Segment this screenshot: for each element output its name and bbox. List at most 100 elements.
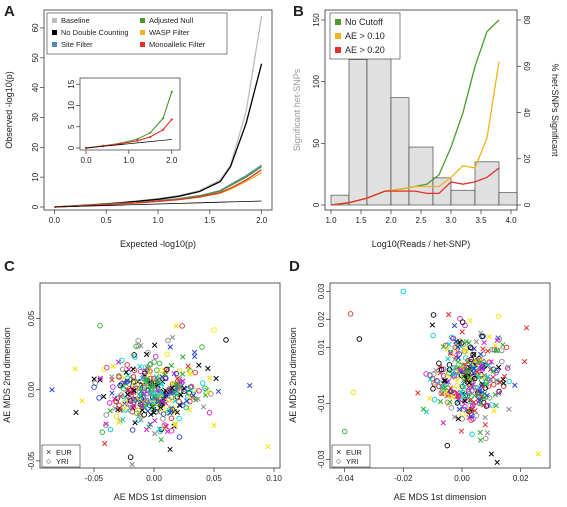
eur-point <box>477 437 484 443</box>
eur-point <box>200 404 207 410</box>
panel-b-histogram <box>330 46 518 206</box>
eur-point <box>131 397 138 403</box>
yri-point <box>168 428 175 434</box>
panel-b-legend: No Cutoff AE > 0.10 AE > 0.20 <box>329 12 401 60</box>
eur-point <box>481 372 488 378</box>
eur-point <box>505 364 512 370</box>
panel-a-x-ticks: 0.0 0.5 1.0 1.5 2.0 <box>49 210 268 225</box>
yri-point <box>440 366 447 372</box>
panel-letter-b: B <box>293 3 304 20</box>
eur-point <box>484 392 490 399</box>
legend-swatch-baseline <box>52 18 57 23</box>
eur-point <box>455 359 461 365</box>
eur-point <box>458 428 465 434</box>
yri-point <box>506 378 512 385</box>
yri-point <box>462 345 469 352</box>
eur-point <box>103 421 109 427</box>
eur-point <box>156 426 163 432</box>
eur-point <box>482 414 488 421</box>
panel-d-x-ticks: -0.04 -0.02 0.00 0.02 <box>336 468 529 483</box>
panel-c-legend-box <box>41 444 81 468</box>
panel-a-y-axis-label: Observed -log10(p) <box>4 71 14 149</box>
eur-point <box>187 371 193 377</box>
panel-b-y-axis-label: Significant het-SNPs <box>292 68 302 151</box>
yri-point <box>141 412 147 418</box>
legend-label-adjusted-null: Adjusted Null <box>149 16 194 25</box>
yri-point <box>468 356 474 363</box>
yri-point <box>350 389 357 396</box>
eur-point <box>452 356 458 363</box>
eur-point <box>163 423 169 429</box>
yri-point <box>114 395 121 401</box>
eur-point <box>158 381 165 387</box>
yri-point <box>176 434 183 440</box>
panel-a-x-tick-label: 1.5 <box>204 216 216 225</box>
yri-point <box>196 388 202 394</box>
eur-point <box>169 385 175 391</box>
histogram-bar <box>498 192 518 206</box>
eur-point <box>109 374 115 380</box>
yri-point <box>454 383 460 389</box>
legend-label-yri-d: YRI <box>346 457 359 466</box>
eur-point <box>162 371 169 378</box>
yri-point <box>99 429 106 435</box>
yri-point <box>199 344 205 350</box>
eur-point <box>136 412 142 419</box>
yri-point <box>211 327 217 333</box>
panel-a-legend-box <box>46 12 228 55</box>
eur-point <box>455 393 461 399</box>
eur-point <box>481 339 487 346</box>
yri-point <box>470 416 476 422</box>
yri-point <box>464 393 471 400</box>
yri-point <box>447 388 454 395</box>
yri-point <box>113 413 120 419</box>
eur-point <box>72 366 78 372</box>
eur-point <box>174 382 181 388</box>
panel-b-y2-tick-label: 80 <box>522 16 531 25</box>
eur-point <box>97 377 103 383</box>
yri-point <box>188 383 195 390</box>
yri-point <box>101 366 107 373</box>
yri-point <box>116 374 122 380</box>
yri-point <box>440 372 447 379</box>
eur-point <box>446 341 452 348</box>
eur-point <box>206 375 213 381</box>
panel-b-y-tick-label: 50 <box>312 138 321 147</box>
panel-b-y2-ticks: 0 20 40 60 80 <box>517 16 531 208</box>
yri-point <box>465 357 471 364</box>
eur-point <box>167 389 173 396</box>
yri-point <box>187 368 193 374</box>
yri-point <box>495 313 502 320</box>
yri-point <box>459 319 466 325</box>
yri-point <box>430 386 436 392</box>
yri-point <box>435 378 441 385</box>
panel-letter-c: C <box>4 258 15 275</box>
eur-point <box>152 430 158 437</box>
yri-point <box>453 368 460 374</box>
legend-marker-yri-d: ○ <box>336 456 341 466</box>
eur-point <box>477 393 483 399</box>
yri-point <box>131 380 138 386</box>
eur-point <box>494 459 500 466</box>
eur-point <box>472 408 478 414</box>
yri-point <box>454 400 461 406</box>
eur-point <box>79 398 85 404</box>
eur-point <box>445 379 451 385</box>
eur-point <box>107 408 113 414</box>
eur-point <box>478 351 484 358</box>
eur-point <box>477 429 483 436</box>
panel-b-x-tick-label: 3.0 <box>445 216 457 225</box>
panel-c-points <box>49 322 271 468</box>
eur-point <box>127 405 133 412</box>
eur-point <box>456 406 463 413</box>
legend-label-no-cutoff: No Cutoff <box>345 17 383 27</box>
yri-point <box>130 374 137 380</box>
yri-point <box>185 393 191 400</box>
eur-point <box>481 394 487 401</box>
yri-point <box>491 346 498 353</box>
eur-point <box>426 395 433 401</box>
yri-point <box>135 343 142 349</box>
yri-point <box>159 367 165 374</box>
yri-point <box>119 366 126 373</box>
yri-point <box>469 431 475 438</box>
